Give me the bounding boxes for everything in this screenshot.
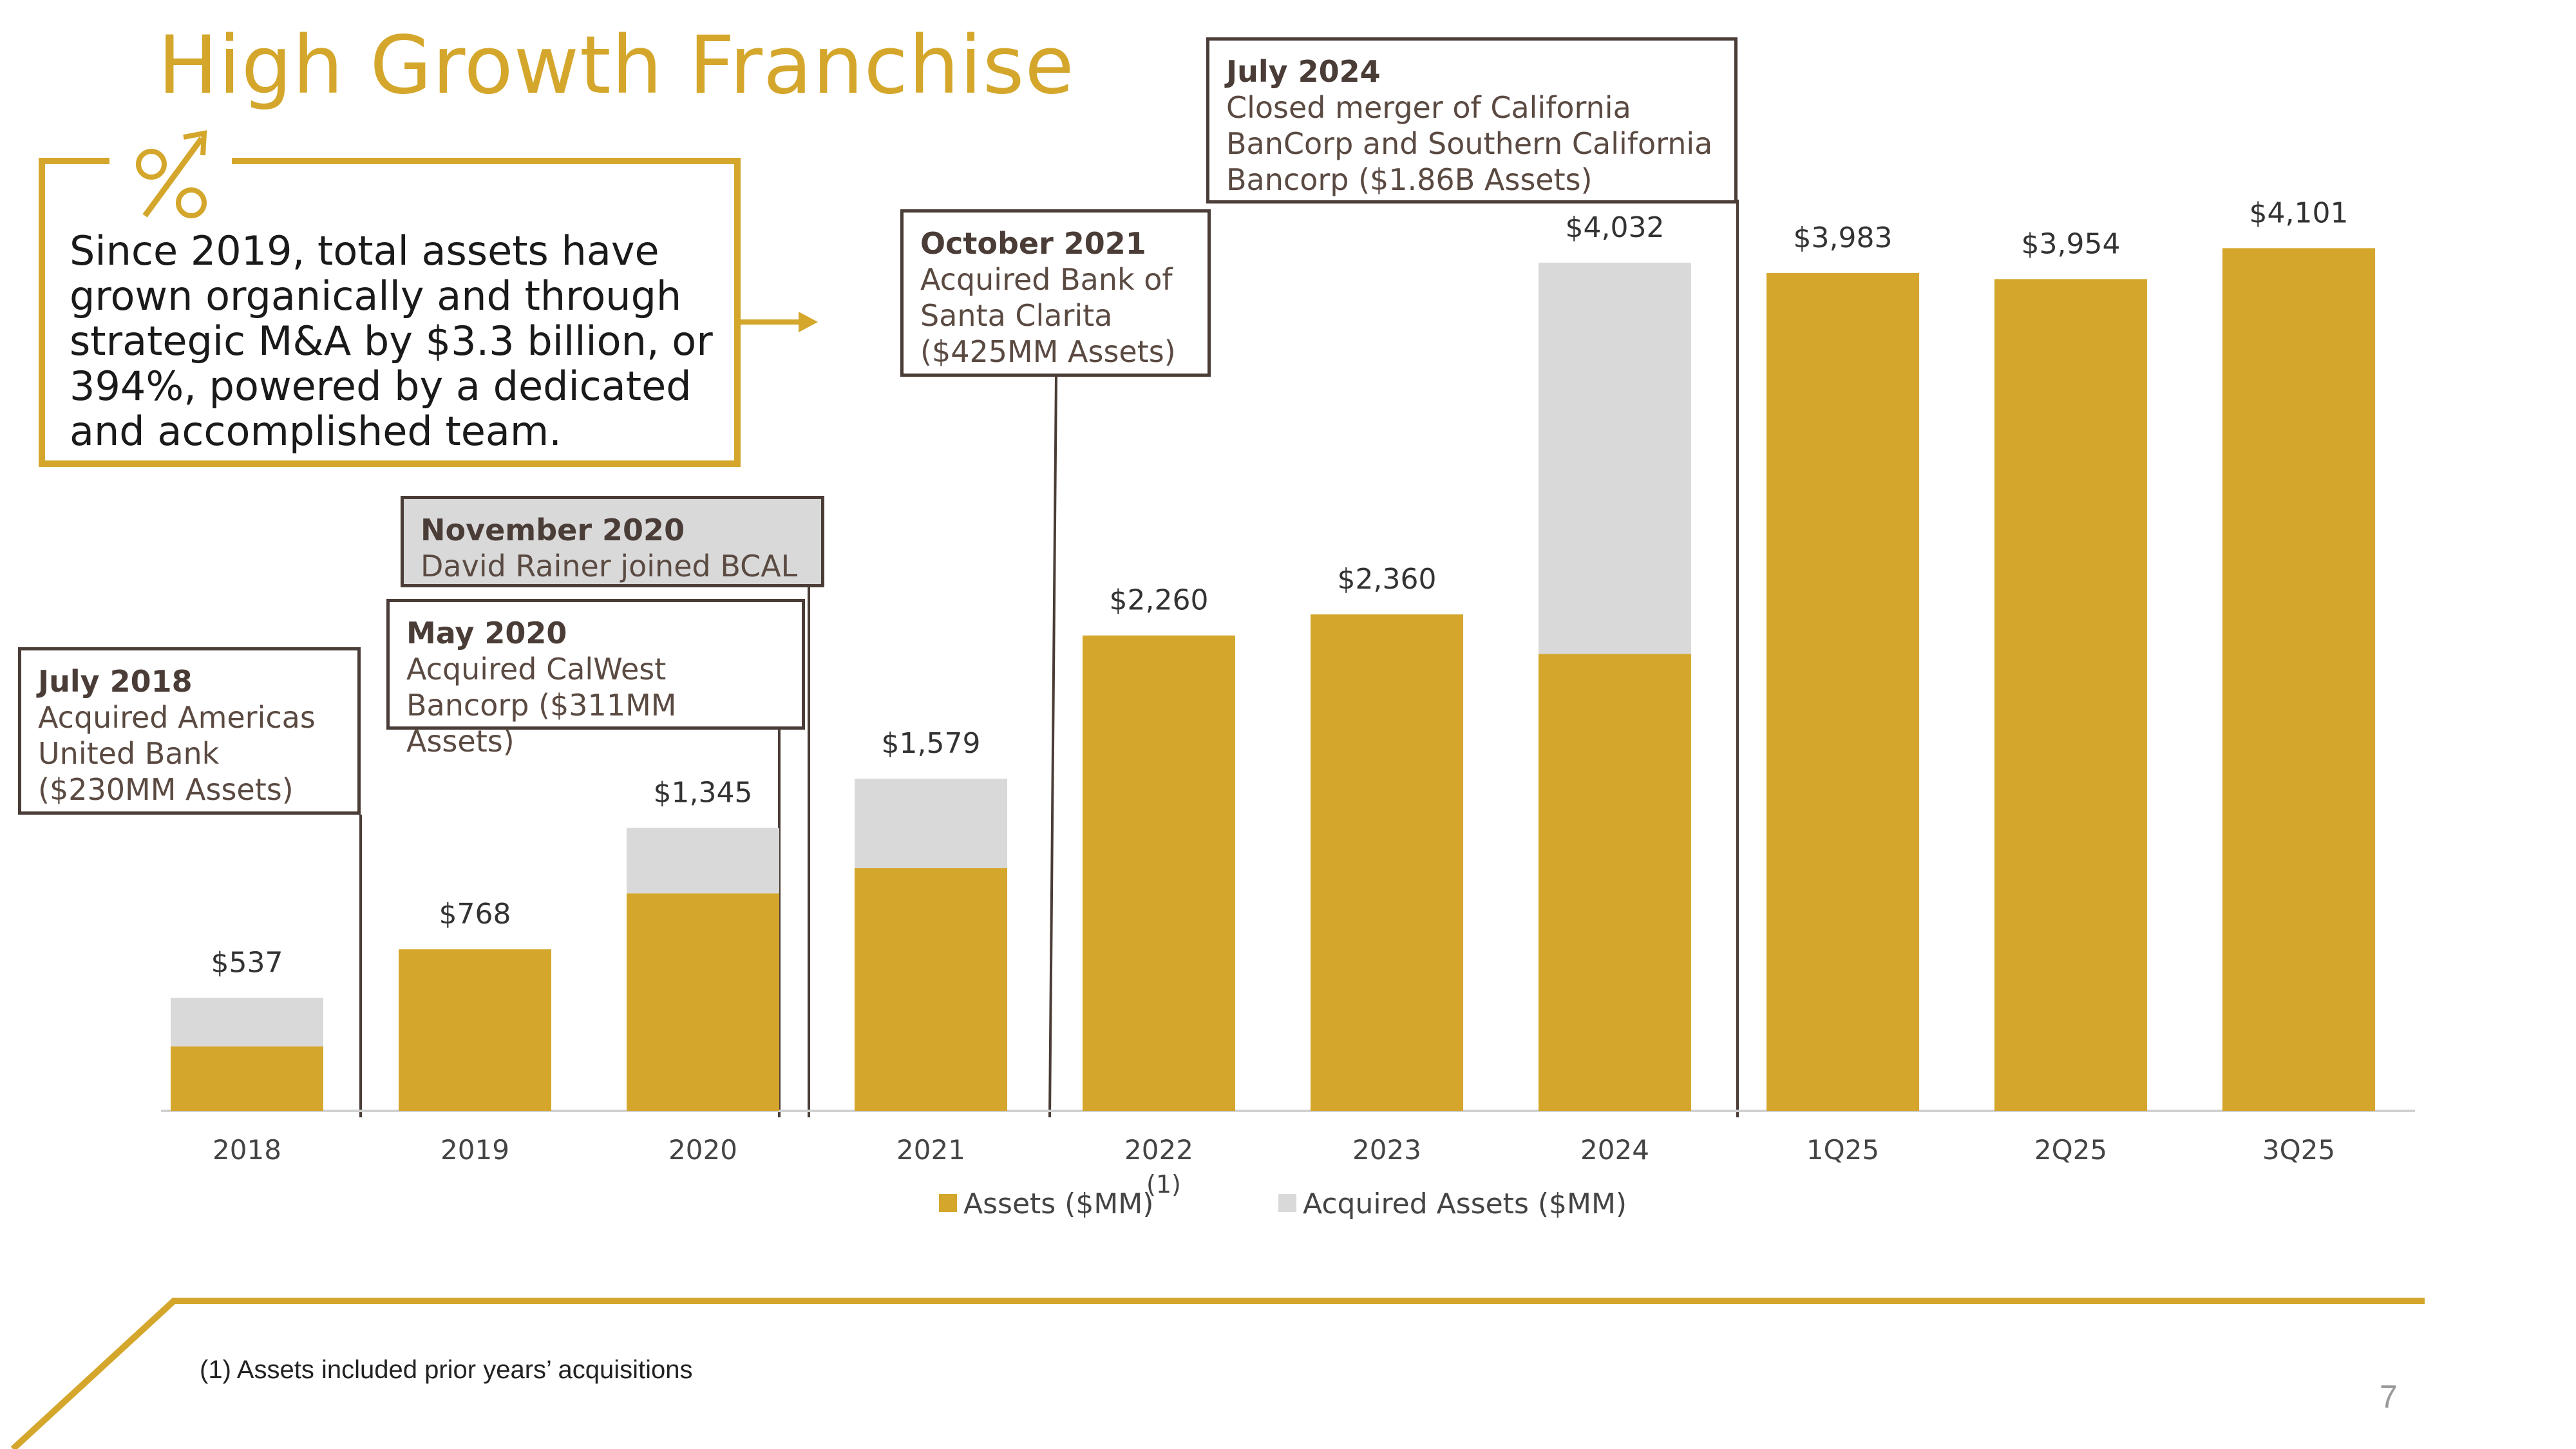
total-label-2021: $1,579 [882,727,981,760]
x-tick-2018: 2018 [213,1134,281,1166]
bar-assets-2q25 [1994,279,2147,1111]
bar-assets-2022 [1083,635,1235,1111]
legend-swatch-assets [939,1194,957,1212]
bar-assets-2018 [171,1046,323,1111]
x-tick-2019: 2019 [440,1134,509,1166]
total-label-2q25: $3,954 [2022,227,2121,260]
total-label-2019: $768 [439,898,511,931]
bar-acquired-2024 [1539,262,1691,654]
bar-acquired-2020 [627,828,779,894]
annotation-nov-2020: November 2020 David Rainer joined BCAL [401,496,824,587]
annotation-oct-2021: October 2021 Acquired Bank of Santa Clari… [900,209,1211,377]
x-tick-2023: 2023 [1352,1134,1421,1166]
summary-text: Since 2019, total assets have grown orga… [70,227,713,455]
x-tick-2020: 2020 [668,1134,737,1166]
page-title: High Growth Franchise [158,19,1075,112]
total-label-2024: $4,032 [1566,211,1665,244]
x-tick-2024: 2024 [1580,1134,1649,1166]
bar-acquired-2018 [171,998,323,1046]
total-label-2023: $2,360 [1338,563,1437,596]
percent-growth-icon [136,130,207,218]
total-label-2020: $1,345 [654,777,753,810]
bar-acquired-2021 [855,779,1007,869]
page-number: 7 [2380,1379,2398,1415]
x-tick-3q25: 3Q25 [2262,1134,2335,1166]
bar-assets-2024 [1539,654,1691,1111]
annotation-july-2018: July 2018 Acquired Americas United Bank (… [18,647,361,815]
legend-footnote-marker: (1) [1146,1170,1181,1198]
summary-callout-box [39,158,741,467]
annotation-may-2020: May 2020 Acquired CalWest Bancorp ($311MM… [386,599,805,759]
x-tick-2q25: 2Q25 [2034,1134,2107,1166]
legend-label-acquired: Acquired Assets ($MM) [1303,1188,1627,1220]
bar-assets-2021 [855,868,1007,1111]
bar-assets-2023 [1311,614,1463,1111]
total-label-2018: $537 [211,947,283,980]
footnote: (1) Assets included prior years’ acquisi… [200,1356,693,1384]
x-tick-1q25: 1Q25 [1806,1134,1879,1166]
legend-swatch-acquired [1278,1194,1296,1212]
bar-assets-1q25 [1766,272,1919,1111]
x-tick-2022: 2022 [1124,1134,1193,1166]
x-tick-2021: 2021 [896,1134,965,1166]
annotation-july-2024: July 2024 Closed merger of California Ban… [1206,37,1738,204]
bar-assets-2020 [627,893,779,1111]
total-label-1q25: $3,983 [1794,222,1893,254]
arrow-right-icon [741,312,818,332]
total-label-2022: $2,260 [1110,584,1209,617]
bar-assets-2019 [399,949,551,1111]
legend-label-assets: Assets ($MM) [963,1188,1153,1220]
total-label-3q25: $4,101 [2249,196,2349,229]
bar-assets-3q25 [2222,248,2375,1112]
